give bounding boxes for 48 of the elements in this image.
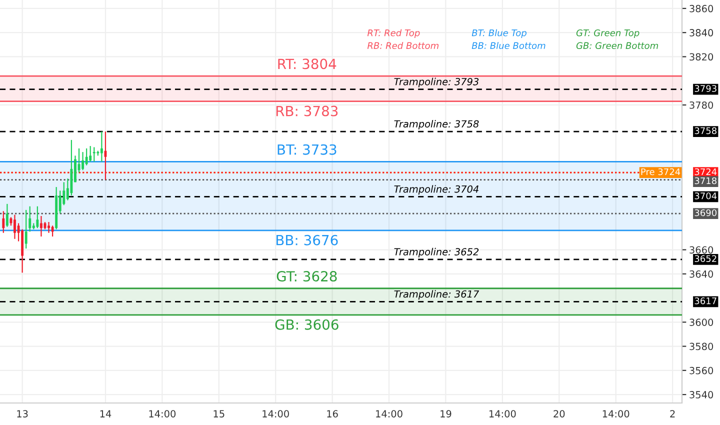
x-tick-label: 19	[440, 410, 452, 418]
annotation: GB: Green Bottom	[576, 42, 658, 50]
x-tick-label: 14:00	[489, 410, 516, 418]
x-tick-label: 20	[554, 410, 565, 418]
annotation: Trampoline: 3758	[394, 120, 479, 130]
x-tick-label: 14:00	[149, 410, 176, 418]
ref-line-label: 3690	[694, 209, 717, 216]
y-tick-label: 3840	[690, 29, 714, 36]
annotation: GT: Green Top	[576, 29, 640, 38]
ref-line-label: 3652	[694, 255, 716, 262]
y-tick-label: 3780	[690, 101, 714, 109]
ref-line-label: 3758	[694, 127, 716, 134]
annotation: Trampoline: 3704	[394, 185, 478, 195]
annotation: BB: 3676	[276, 234, 338, 246]
y-tick-label: 3660	[690, 246, 714, 254]
y-tick-label: 3580	[690, 342, 714, 350]
annotation: RT: Red Top	[367, 29, 420, 38]
x-tick-label: 14:00	[376, 410, 402, 418]
x-tick-label: 13	[17, 410, 28, 418]
annotation: RB: 3783	[276, 106, 338, 116]
annotation: Trampoline: 3652	[394, 248, 479, 258]
y-tick-label: 3540	[690, 391, 714, 398]
ref-line-label: 3793	[694, 85, 716, 92]
annotation: GB: 3606	[275, 319, 338, 330]
x-tick-label: 15	[214, 410, 224, 418]
annotation: BB: Blue Bottom	[472, 42, 546, 50]
annotation: BT: Blue Top	[472, 29, 526, 38]
x-tick-label: 16	[327, 410, 338, 418]
y-tick-label: 3820	[690, 53, 714, 61]
annotation: RB: Red Bottom	[367, 42, 438, 50]
annotation: BT: 3733	[278, 144, 336, 155]
ref-line-label: 3617	[694, 297, 716, 304]
x-tick-label: 14:00	[262, 410, 289, 418]
ref-line-label: 3718	[694, 177, 716, 184]
annotation: Trampoline: 3793	[394, 78, 479, 88]
y-tick-label: 3560	[690, 366, 714, 374]
x-tick-label: 14	[100, 410, 112, 418]
annotation: GT: 3628	[276, 271, 337, 282]
y-tick-label: 3600	[690, 318, 714, 326]
annotation: Trampoline: 3617	[394, 290, 480, 300]
x-tick-label: 2	[670, 410, 675, 418]
x-tick-label: 14:00	[602, 410, 630, 418]
ref-line-label: 3724	[694, 168, 717, 176]
y-tick-label: 3860	[690, 4, 714, 12]
y-tick-label: 3640	[690, 270, 714, 278]
ref-line-label: Pre 3724	[641, 168, 680, 176]
annotation: RT: 3804	[278, 58, 336, 70]
ref-line-label: 3704	[694, 192, 717, 200]
